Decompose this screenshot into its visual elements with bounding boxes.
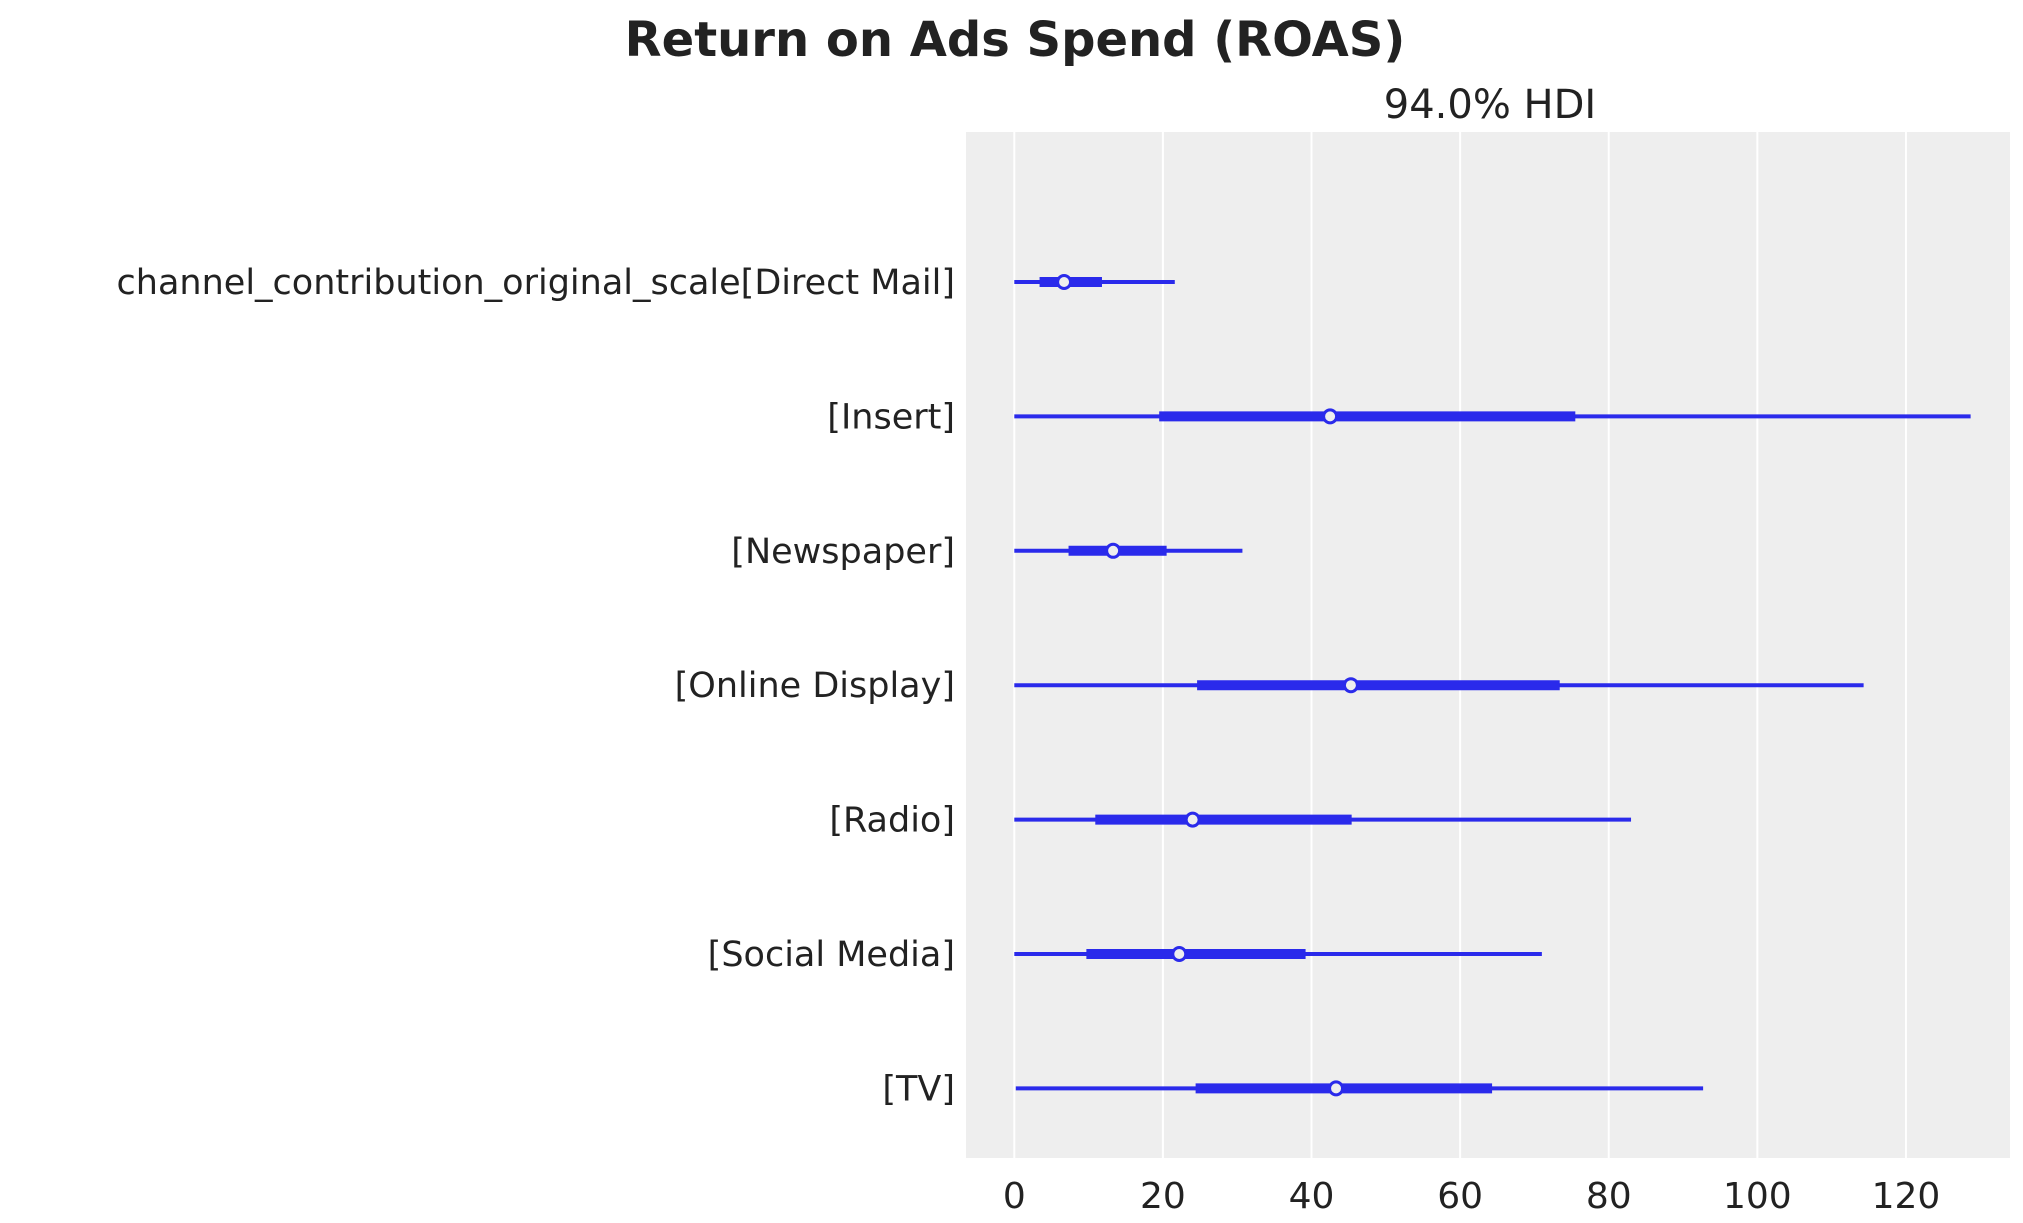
median-point bbox=[1105, 542, 1122, 559]
y-tick-label: [Radio] bbox=[829, 801, 955, 841]
median-point bbox=[1322, 408, 1339, 425]
chart-title: Return on Ads Spend (ROAS) bbox=[625, 12, 1406, 68]
y-tick-label: [Online Display] bbox=[675, 666, 955, 706]
x-tick-label: 120 bbox=[1872, 1176, 1941, 1217]
y-tick-label: [Social Media] bbox=[708, 935, 955, 975]
y-tick-label: [TV] bbox=[882, 1069, 955, 1109]
median-point bbox=[1184, 811, 1201, 828]
chart-subtitle: 94.0% HDI bbox=[1384, 82, 1596, 128]
y-tick-label: [Newspaper] bbox=[731, 532, 955, 572]
median-point bbox=[1171, 946, 1188, 962]
x-tick-label: 100 bbox=[1723, 1176, 1792, 1217]
x-tick-label: 40 bbox=[1289, 1176, 1335, 1217]
median-point bbox=[1056, 274, 1073, 290]
median-point bbox=[1328, 1080, 1345, 1097]
median-point bbox=[1342, 677, 1359, 694]
y-tick-label: channel_contribution_original_scale[Dire… bbox=[117, 263, 955, 303]
x-tick-label: 60 bbox=[1437, 1176, 1483, 1217]
x-tick-label: 20 bbox=[1140, 1176, 1186, 1217]
x-tick-label: 0 bbox=[1003, 1176, 1026, 1217]
y-tick-label: [Insert] bbox=[827, 397, 955, 437]
plot-area bbox=[966, 132, 2010, 1158]
x-tick-label: 80 bbox=[1586, 1176, 1632, 1217]
